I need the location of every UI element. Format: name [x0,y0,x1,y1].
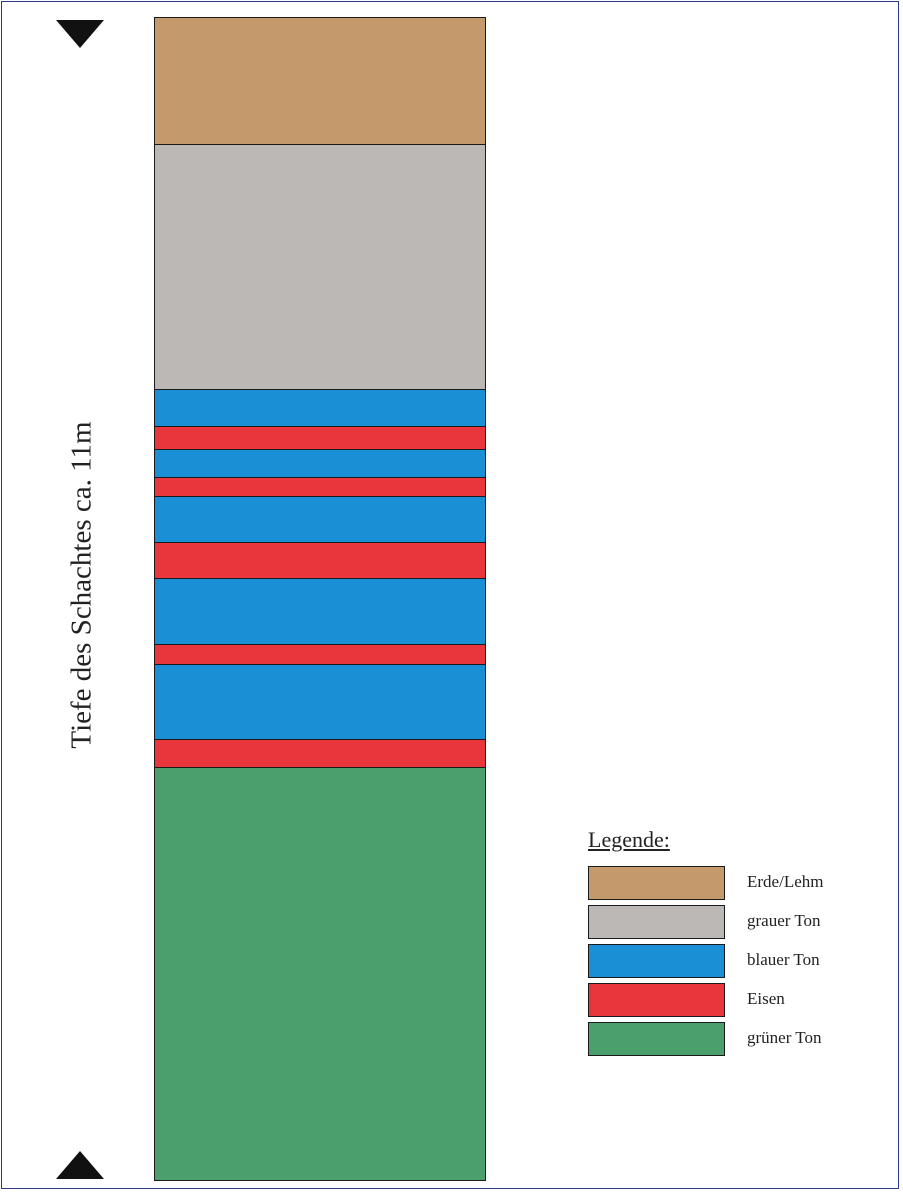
layer-blau-7 [154,496,486,543]
layer-blau-3 [154,389,486,427]
layer-eisen-4 [154,426,486,450]
legend-label-gruener-ton: grüner Ton [747,1028,822,1047]
layer-eisen-12 [154,739,486,768]
layer-grau-2 [154,144,486,390]
legend-label-eisen: Eisen [747,989,785,1008]
legend-swatch-gruener-ton [588,1022,725,1056]
legend: Legende: Erde/Lehm grauer Ton blauer Ton… [588,826,878,1061]
layer-eisen-10 [154,644,486,665]
layer-blau-11 [154,664,486,740]
shaft-profile-column [154,17,488,1181]
layer-blau-5 [154,449,486,478]
legend-item-blauer-ton: blauer Ton [588,944,878,983]
layer-erde-1 [154,17,486,145]
layer-blau-9 [154,578,486,645]
legend-swatch-grauer-ton [588,905,725,939]
legend-swatch-blauer-ton [588,944,725,978]
depth-label: Tiefe des Schachtes ca. 11m [65,421,98,749]
legend-item-gruener-ton: grüner Ton [588,1022,878,1061]
layer-eisen-6 [154,477,486,497]
layer-gruen-13 [154,767,486,1181]
legend-label-erde-lehm: Erde/Lehm [747,872,824,891]
depth-bottom-arrow-icon [56,1151,104,1179]
legend-item-eisen: Eisen [588,983,878,1022]
legend-item-grauer-ton: grauer Ton [588,905,878,944]
legend-swatch-erde-lehm [588,866,725,900]
legend-swatch-eisen [588,983,725,1017]
legend-title: Legende: [588,827,670,852]
legend-item-erde-lehm: Erde/Lehm [588,866,878,905]
layer-eisen-8 [154,542,486,579]
legend-label-blauer-ton: blauer Ton [747,950,820,969]
legend-label-grauer-ton: grauer Ton [747,911,821,930]
depth-top-arrow-icon [56,20,104,48]
